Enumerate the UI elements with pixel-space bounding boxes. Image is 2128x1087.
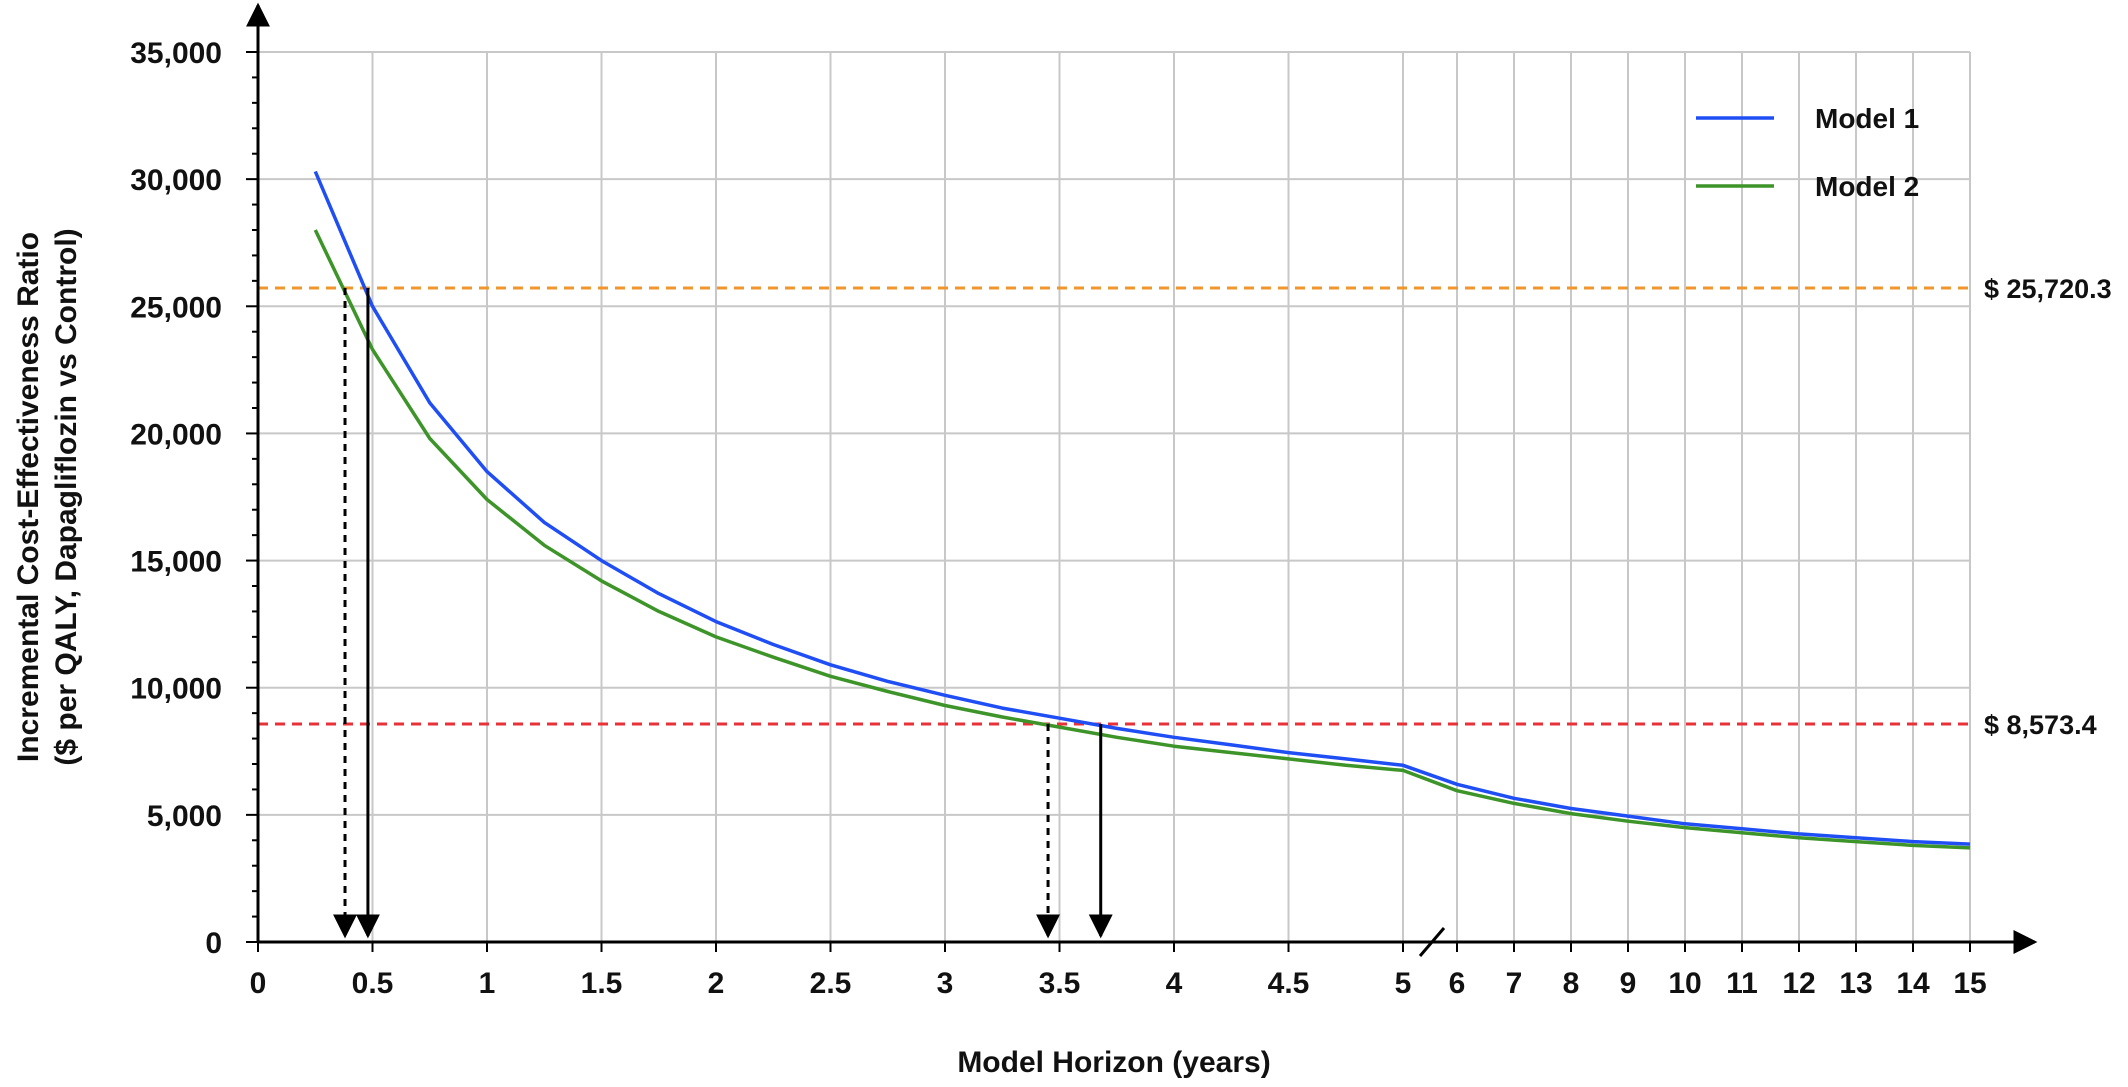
x-tick-label: 4.5 bbox=[1268, 967, 1310, 1000]
reference-lines bbox=[258, 286, 1970, 726]
y-tick-label: 30,000 bbox=[130, 164, 222, 197]
x-tick-label: 8 bbox=[1563, 967, 1580, 1000]
y-axis-title-line: Incremental Cost-Effectiveness Ratio bbox=[12, 232, 45, 762]
y-tick-label: 15,000 bbox=[130, 546, 222, 579]
x-tick-label: 2 bbox=[708, 967, 725, 1000]
x-axis-break bbox=[1418, 927, 1446, 957]
x-tick-label: 0.5 bbox=[352, 967, 394, 1000]
x-tick-label: 3.5 bbox=[1039, 967, 1081, 1000]
threshold-arrows bbox=[333, 287, 1113, 939]
axes bbox=[246, 2, 2038, 957]
x-tick-label: 14 bbox=[1896, 967, 1930, 1000]
y-tick-label: 20,000 bbox=[130, 418, 222, 451]
reference-line-label: $ 25,720.3 bbox=[1984, 274, 2112, 304]
x-axis-title: Model Horizon (years) bbox=[957, 1046, 1270, 1079]
series-lines bbox=[313, 170, 1971, 850]
series-line-model-1 bbox=[313, 170, 1971, 846]
y-tick-label: 10,000 bbox=[130, 673, 222, 706]
x-tick-label: 11 bbox=[1726, 967, 1758, 1000]
y-axis-title-line: ($ per QALY, Dapagliflozin vs Control) bbox=[50, 228, 83, 765]
y-tick-label: 0 bbox=[205, 927, 222, 960]
x-tick-label: 0 bbox=[250, 967, 267, 1000]
x-tick-label: 4 bbox=[1166, 967, 1183, 1000]
y-tick-label: 25,000 bbox=[130, 291, 222, 324]
x-tick-label: 15 bbox=[1953, 967, 1986, 1000]
x-tick-label: 6 bbox=[1449, 967, 1466, 1000]
x-tick-label: 9 bbox=[1620, 967, 1637, 1000]
x-tick-label: 10 bbox=[1668, 967, 1701, 1000]
x-tick-label: 1 bbox=[479, 967, 496, 1000]
x-tick-label: 3 bbox=[937, 967, 954, 1000]
legend: Model 1 Model 2 bbox=[1696, 103, 1919, 202]
x-tick-label: 5 bbox=[1395, 967, 1412, 1000]
axis-titles: Model Horizon (years) Incremental Cost-Ef… bbox=[12, 228, 1271, 1079]
reference-line-label: $ 8,573.4 bbox=[1984, 710, 2097, 740]
legend-label-model-1: Model 1 bbox=[1815, 103, 1919, 134]
y-tick-label: 5,000 bbox=[147, 800, 222, 833]
grid bbox=[258, 51, 1971, 942]
x-tick-label: 2.5 bbox=[810, 967, 852, 1000]
series-line-model-2 bbox=[313, 229, 1971, 850]
y-tick-label: 35,000 bbox=[130, 37, 222, 70]
x-tick-label: 13 bbox=[1839, 967, 1872, 1000]
y-axis-title: Incremental Cost-Effectiveness Ratio ($ p… bbox=[12, 228, 83, 765]
x-tick-label: 12 bbox=[1782, 967, 1815, 1000]
legend-label-model-2: Model 2 bbox=[1815, 171, 1919, 202]
tick-labels: $ 25,720.3 $ 8,573.4 0 5,000 10,000 15,000 20,… bbox=[130, 37, 2111, 1000]
x-tick-label: 7 bbox=[1506, 967, 1523, 1000]
x-tick-label: 1.5 bbox=[581, 967, 623, 1000]
